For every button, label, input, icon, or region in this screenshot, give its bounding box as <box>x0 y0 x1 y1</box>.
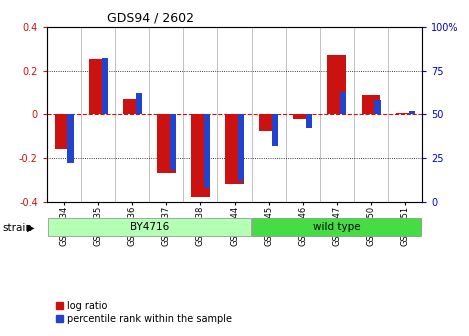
Text: GDS94 / 2602: GDS94 / 2602 <box>106 12 194 25</box>
Bar <box>191 114 210 197</box>
Bar <box>68 114 74 163</box>
Bar <box>396 113 415 114</box>
Bar <box>89 58 107 114</box>
Bar <box>238 114 244 181</box>
Bar <box>157 114 176 173</box>
Bar <box>327 55 346 114</box>
Bar <box>54 114 73 149</box>
Bar <box>408 111 415 114</box>
Bar <box>374 100 380 114</box>
Bar <box>259 114 278 131</box>
Text: ▶: ▶ <box>27 223 34 233</box>
Text: wild type: wild type <box>313 222 361 232</box>
Bar <box>47 218 251 236</box>
Bar <box>204 114 210 187</box>
Text: strain: strain <box>2 223 32 233</box>
Legend: log ratio, percentile rank within the sample: log ratio, percentile rank within the sa… <box>52 297 236 328</box>
Bar <box>362 95 380 114</box>
Bar <box>123 99 142 114</box>
Text: BY4716: BY4716 <box>129 222 169 232</box>
Bar <box>102 58 108 114</box>
Bar <box>340 91 347 114</box>
Bar <box>136 93 142 114</box>
Bar <box>252 218 422 236</box>
Bar <box>293 114 312 119</box>
Bar <box>272 114 278 146</box>
Bar <box>225 114 244 184</box>
Bar <box>306 114 312 128</box>
Bar <box>170 114 176 170</box>
